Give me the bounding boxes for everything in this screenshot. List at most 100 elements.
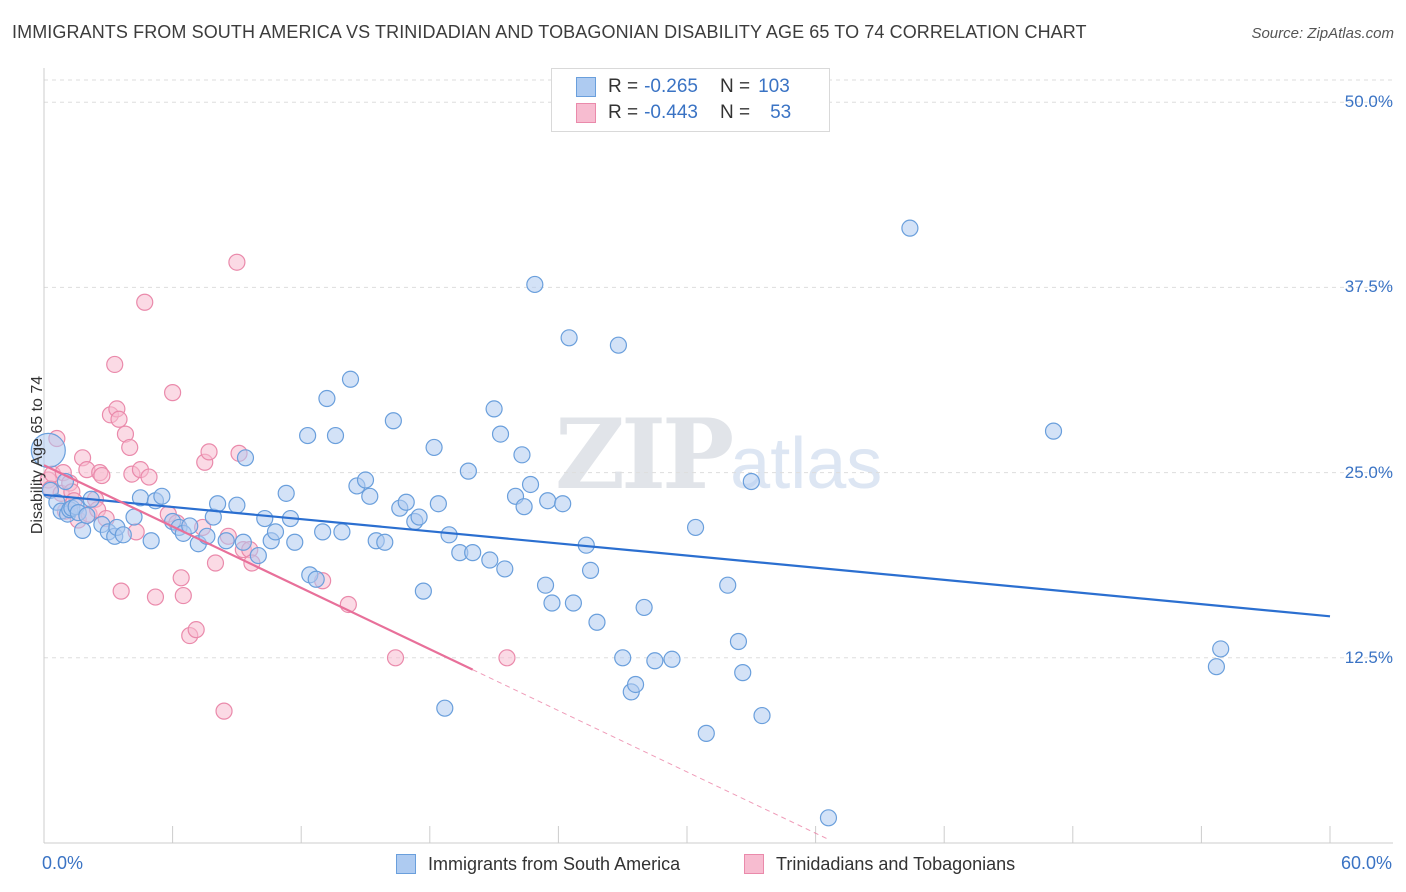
legend-r-label: R =: [608, 76, 639, 97]
south-america-point: [539, 492, 557, 510]
south-america-point: [536, 576, 555, 594]
south-america-point: [440, 526, 458, 544]
legend-n-label: N =: [719, 102, 751, 123]
south-america-point: [1207, 658, 1226, 676]
correlation-legend: R = -0.265 N = 103 R = -0.443 N = 53: [551, 68, 830, 132]
south-america-point: [356, 471, 375, 489]
x-tick-max: 60.0%: [1340, 853, 1392, 873]
south-america-point: [581, 561, 600, 579]
gridlines: [44, 79, 1393, 659]
south-america-point: [376, 533, 394, 551]
legend-n-value-1: 103: [758, 76, 790, 97]
chart-title: IMMIGRANTS FROM SOUTH AMERICA VS TRINIDA…: [12, 22, 1087, 42]
south-america-point: [515, 498, 533, 516]
blue-swatch-icon: [576, 77, 596, 97]
south-america-point: [425, 438, 443, 457]
south-america-point: [663, 650, 681, 668]
x-tick-min: 0.0%: [42, 853, 84, 873]
south-america-point: [635, 598, 653, 617]
south-america-point: [414, 582, 432, 600]
legend-row-south-america: R = -0.265 N = 103: [576, 75, 790, 99]
series-trinidadians-points: [39, 253, 516, 720]
legend-n-value-2: 53: [770, 102, 792, 123]
south-america-point: [333, 523, 351, 541]
south-america-point: [560, 329, 578, 347]
south-america-point: [686, 518, 705, 537]
south-america-point: [277, 484, 295, 502]
trinidadians-point: [200, 443, 218, 461]
south-america-point: [646, 652, 664, 670]
south-america-point: [901, 219, 919, 237]
legend-row-trinidadians: R = -0.443 N = 53: [576, 101, 791, 125]
south-america-point: [513, 446, 531, 464]
bottom-legend-label-2: Trinidadians and Tobagonians: [776, 853, 1016, 874]
south-america-point: [729, 632, 748, 651]
south-america-point: [318, 389, 336, 408]
trinidadians-point: [112, 582, 130, 600]
south-america-point: [410, 508, 428, 526]
trinidadians-point: [172, 569, 190, 587]
trinidadians-trend-line: [43, 464, 474, 671]
south-america-point: [249, 546, 267, 565]
trend-lines: [43, 464, 1331, 840]
south-america-point: [719, 576, 737, 594]
south-america-point: [485, 400, 503, 418]
south-america-point: [256, 509, 274, 528]
south-america-point: [742, 472, 760, 491]
south-america-point: [142, 532, 160, 550]
trinidadians-point: [228, 253, 246, 271]
trinidadians-point: [146, 588, 165, 606]
south-america-point: [543, 594, 561, 612]
legend-r-value-1: -0.265: [644, 76, 698, 97]
south-america-point: [78, 506, 96, 525]
south-america-point: [209, 495, 227, 513]
bottom-legend-south-america: Immigrants from South America: [396, 852, 680, 876]
south-america-trend-line: [43, 493, 1331, 618]
south-america-point: [341, 370, 360, 388]
south-america-point: [1044, 422, 1063, 440]
trinidadians-point: [215, 702, 233, 720]
trinidadians-point: [106, 355, 124, 374]
south-america-point: [588, 613, 606, 631]
trinidadians-point: [110, 410, 128, 428]
south-america-point: [314, 523, 332, 541]
trinidadians-point: [386, 649, 405, 667]
y-tick-label: 25.0%: [1344, 462, 1393, 482]
south-america-point: [436, 699, 454, 717]
south-america-point: [481, 551, 499, 569]
south-america-point: [1212, 640, 1230, 658]
trinidadians-point: [174, 586, 192, 605]
y-tick-label: 12.5%: [1344, 647, 1393, 667]
south-america-point: [697, 724, 715, 742]
south-america-point: [234, 533, 252, 551]
pink-swatch-icon: [744, 854, 764, 874]
y-axis-label: Disability Age 65 to 74: [29, 375, 46, 535]
y-tick-label: 50.0%: [1344, 92, 1393, 112]
south-america-point: [326, 426, 345, 445]
pink-swatch-icon: [576, 103, 596, 123]
series-south-america-points: [30, 219, 1230, 827]
south-america-point: [361, 487, 379, 505]
south-america-point: [228, 496, 246, 514]
trinidadians-point: [164, 384, 182, 402]
south-america-point: [753, 706, 771, 725]
south-america-point: [217, 532, 235, 550]
south-america-point: [819, 809, 838, 827]
trinidadians-trend-extension: [472, 669, 829, 840]
south-america-point: [397, 493, 415, 511]
y-tick-label: 37.5%: [1344, 277, 1393, 297]
bottom-legend-label-1: Immigrants from South America: [428, 853, 681, 874]
south-america-point: [153, 487, 171, 505]
south-america-point: [734, 664, 752, 682]
south-america-point: [286, 533, 304, 551]
south-america-point: [73, 521, 92, 539]
legend-r-value-2: -0.443: [644, 102, 698, 123]
south-america-point: [307, 570, 325, 588]
south-america-point: [496, 560, 514, 578]
south-america-point: [299, 426, 317, 445]
south-america-point: [236, 449, 255, 467]
south-america-point: [266, 523, 285, 541]
blue-swatch-icon: [396, 854, 416, 874]
south-america-point: [384, 412, 402, 430]
